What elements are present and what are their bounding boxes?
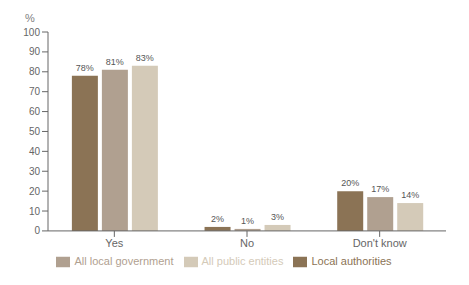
svg-text:20%: 20% [341,178,359,188]
html-text:All public entities: All public entities [201,254,284,267]
html-text:Local authorities: Local authorities [311,254,392,267]
svg-text:30: 30 [29,166,41,177]
svg-text:40: 40 [29,146,41,157]
svg-text:50: 50 [29,126,41,137]
svg-text:%: % [25,12,35,24]
svg-text:100: 100 [23,27,40,38]
svg-text:No: No [240,237,254,249]
svg-text:0: 0 [34,225,40,236]
svg-text:80: 80 [29,66,41,77]
svg-text:81%: 81% [106,57,124,67]
svg-text:90: 90 [29,46,41,57]
svg-text:2%: 2% [211,214,224,224]
html-text:All local government: All local government [74,254,174,267]
svg-text:1%: 1% [241,216,254,226]
svg-text:Don't know: Don't know [353,237,407,249]
svg-text:60: 60 [29,106,41,117]
svg-text:14%: 14% [401,190,419,200]
svg-text:3%: 3% [271,212,284,222]
svg-text:20: 20 [29,186,41,197]
svg-text:78%: 78% [76,63,94,73]
svg-text:17%: 17% [371,184,389,194]
svg-text:70: 70 [29,86,41,97]
svg-text:Yes: Yes [105,237,123,249]
svg-text:83%: 83% [136,53,154,63]
svg-text:10: 10 [29,206,41,217]
